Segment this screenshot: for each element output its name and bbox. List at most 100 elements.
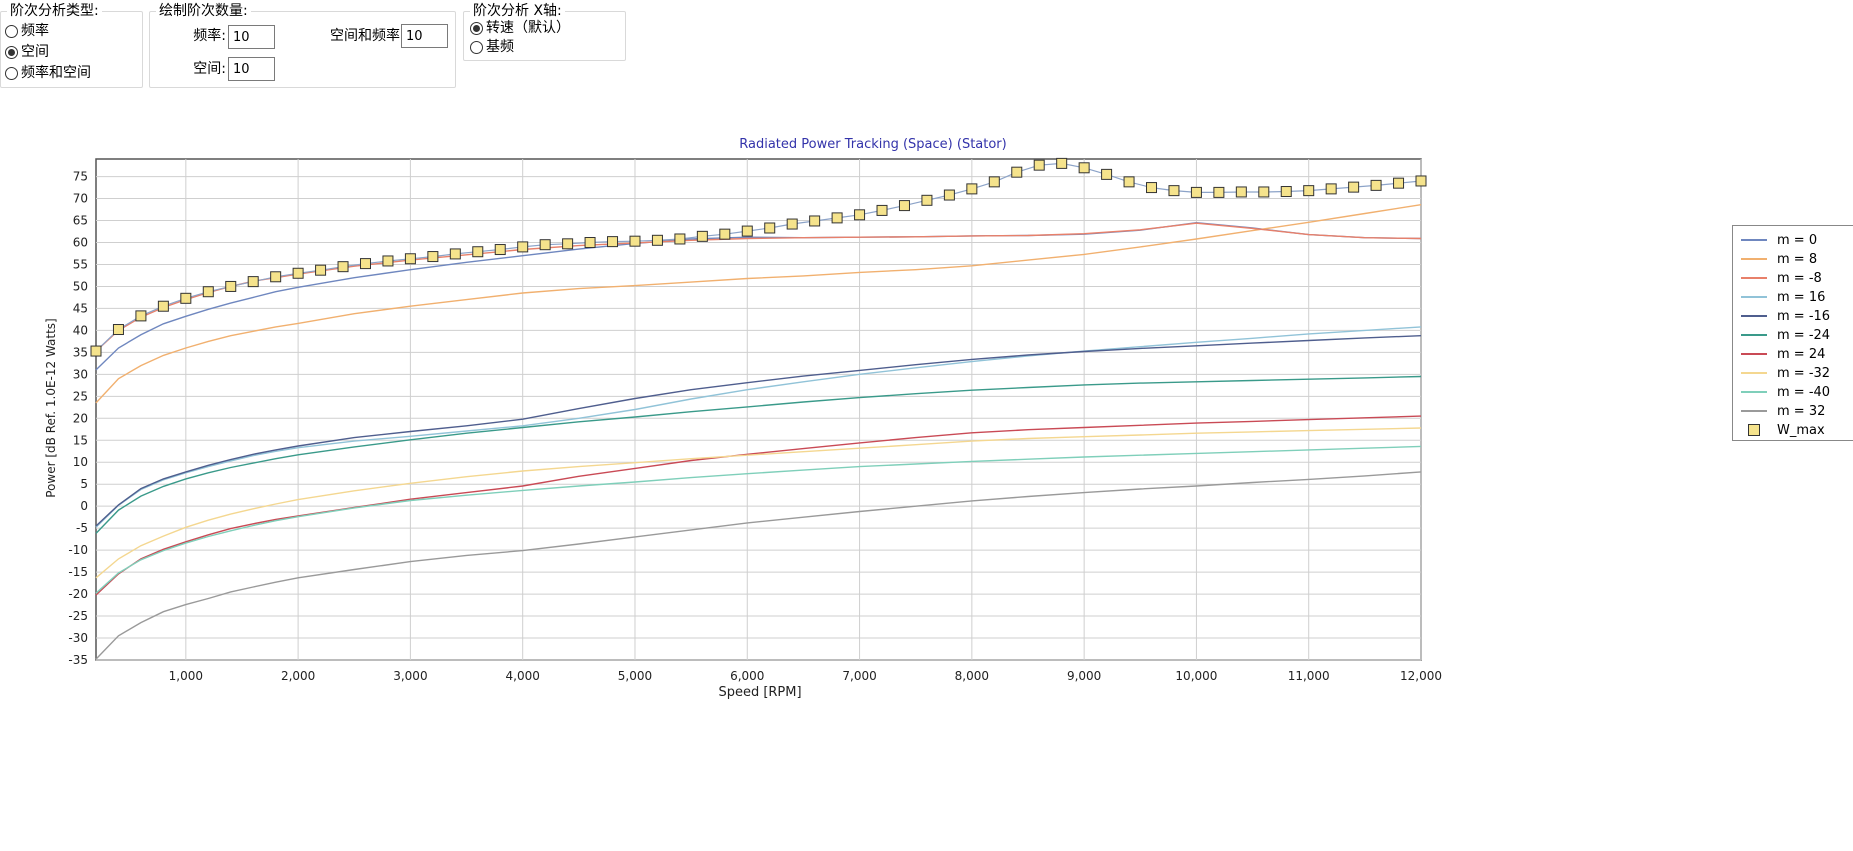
legend-swatch xyxy=(1741,315,1767,317)
w-max-marker xyxy=(607,236,619,248)
radio-frequency-button[interactable] xyxy=(5,24,18,38)
w-max-marker xyxy=(943,189,955,201)
x-tick-label: 12,000 xyxy=(1400,669,1442,683)
w-max-marker xyxy=(90,345,102,357)
w-max-marker xyxy=(629,235,641,247)
legend-item: m = -32 xyxy=(1741,364,1830,382)
legend-label: m = 0 xyxy=(1777,232,1818,248)
x-tick-label: 11,000 xyxy=(1288,669,1330,683)
radio-space-label: 空间 xyxy=(21,44,49,60)
w-max-marker xyxy=(1190,186,1202,198)
series-line xyxy=(95,427,1422,579)
w-max-marker xyxy=(921,194,933,206)
chart-title: Radiated Power Tracking (Space) (Stator) xyxy=(739,137,1006,152)
legend-swatch xyxy=(1741,391,1767,393)
legend-label: m = 16 xyxy=(1777,289,1826,305)
radio-speed[interactable]: 转速（默认） xyxy=(470,19,570,37)
legend-label: m = -24 xyxy=(1777,327,1831,343)
x-tick-label: 1,000 xyxy=(169,669,203,683)
y-tick-label: 45 xyxy=(73,301,88,315)
w-max-marker xyxy=(270,271,282,283)
radio-frequency-and-space[interactable]: 频率和空间 xyxy=(5,64,91,82)
freq-count-field[interactable] xyxy=(228,25,275,49)
x-tick-label: 7,000 xyxy=(842,669,876,683)
w-max-marker xyxy=(1033,159,1045,171)
w-max-marker xyxy=(764,222,776,234)
radio-frequency-label: 频率 xyxy=(21,23,49,39)
w-max-marker xyxy=(988,176,1000,188)
y-tick-label: 40 xyxy=(73,323,88,337)
grid xyxy=(96,159,1422,661)
space-and-freq-count-field[interactable] xyxy=(401,24,448,48)
w-max-marker xyxy=(1213,186,1225,198)
x-tick-label: 5,000 xyxy=(618,669,652,683)
w-max-marker xyxy=(517,241,529,253)
legend-item: m = 0 xyxy=(1741,231,1817,249)
y-tick-label: -20 xyxy=(68,587,88,601)
w-max-marker xyxy=(247,276,259,288)
w-max-marker xyxy=(1258,186,1270,198)
w-max-marker xyxy=(359,258,371,270)
w-max-marker xyxy=(584,237,596,248)
radio-fundamental-label: 基频 xyxy=(486,39,514,55)
y-tick-label: -15 xyxy=(68,565,88,579)
legend-swatch xyxy=(1741,334,1767,336)
analysis-type-group: 阶次分析类型: xyxy=(0,3,143,88)
space-count-field[interactable] xyxy=(228,57,275,81)
x-axis-title: 阶次分析 X轴: xyxy=(470,3,565,19)
y-tick-label: 20 xyxy=(73,411,88,425)
radio-speed-button[interactable] xyxy=(470,21,483,35)
legend-item: m = -8 xyxy=(1741,269,1822,287)
legend-item: m = -24 xyxy=(1741,326,1830,344)
w-max-marker xyxy=(1348,181,1360,193)
order-count-title: 绘制阶次数量: xyxy=(156,3,251,19)
legend-item: m = 32 xyxy=(1741,402,1825,420)
y-tick-label: 10 xyxy=(73,455,88,469)
series-line xyxy=(95,375,1422,534)
series-line xyxy=(95,335,1422,527)
legend-swatch xyxy=(1741,296,1767,298)
w-max-marker xyxy=(539,239,551,251)
legend-label: W_max xyxy=(1777,422,1825,438)
radio-frequency-and-space-button[interactable] xyxy=(5,66,18,80)
legend-swatch xyxy=(1741,239,1767,241)
radio-speed-label: 转速（默认） xyxy=(486,20,570,36)
x-tick-label: 9,000 xyxy=(1067,669,1101,683)
radio-fundamental[interactable]: 基频 xyxy=(470,38,514,56)
legend-item: m = 24 xyxy=(1741,345,1825,363)
legend-label: m = -8 xyxy=(1777,270,1822,286)
y-tick-label: -35 xyxy=(68,653,88,667)
series-line xyxy=(95,445,1422,594)
w-max-marker xyxy=(337,261,349,273)
y-tick-label: 25 xyxy=(73,389,88,403)
w-max-marker xyxy=(180,292,192,304)
radio-fundamental-button[interactable] xyxy=(470,40,483,54)
legend-item: m = 16 xyxy=(1741,288,1825,306)
w-max-marker xyxy=(696,230,708,242)
tick-labels: 757065605550454035302520151050-5-10-15-2… xyxy=(68,170,1442,683)
x-tick-label: 3,000 xyxy=(393,669,427,683)
legend-swatch xyxy=(1741,258,1767,260)
x-tick-label: 4,000 xyxy=(506,669,540,683)
series-line xyxy=(95,415,1422,596)
y-tick-label: -5 xyxy=(76,521,88,535)
legend-item: m = -16 xyxy=(1741,307,1830,325)
legend-label: m = 24 xyxy=(1777,346,1826,362)
radio-space-button[interactable] xyxy=(5,45,18,59)
y-tick-label: 75 xyxy=(73,170,88,184)
w-max-marker xyxy=(1123,176,1135,188)
w-max-marker xyxy=(876,204,888,216)
legend-swatch-marker xyxy=(1748,424,1760,436)
w-max-marker xyxy=(225,280,237,292)
w-max-marker xyxy=(449,248,461,260)
x-axis-label: Speed [RPM] xyxy=(718,685,801,700)
w-max-marker xyxy=(674,233,686,245)
legend-swatch xyxy=(1741,410,1767,412)
legend-swatch xyxy=(1741,277,1767,279)
x-tick-label: 8,000 xyxy=(955,669,989,683)
radio-frequency[interactable]: 频率 xyxy=(5,22,49,40)
w-max-marker xyxy=(1280,186,1292,198)
legend-label: m = -16 xyxy=(1777,308,1831,324)
radio-space[interactable]: 空间 xyxy=(5,43,49,61)
